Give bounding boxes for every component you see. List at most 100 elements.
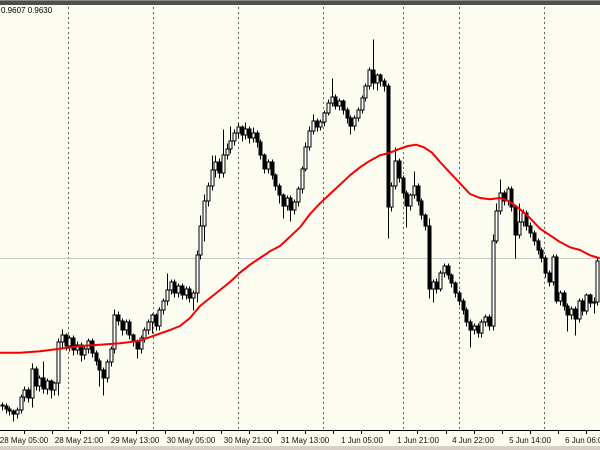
- candle: [198, 225, 203, 256]
- candle: [464, 309, 469, 323]
- candle: [4, 405, 9, 410]
- candle: [19, 396, 24, 411]
- candle: [494, 210, 499, 242]
- candle: [318, 121, 323, 128]
- candle: [273, 174, 278, 187]
- candle: [206, 185, 211, 202]
- time-axis[interactable]: 28 May 05:00 28 May 21:00 29 May 13:00 30 M…: [0, 430, 600, 446]
- candle: [67, 337, 72, 347]
- candle: [341, 100, 346, 111]
- candle: [165, 289, 170, 302]
- x-axis-label: 31 May 13:00: [281, 436, 330, 445]
- candle: [94, 352, 99, 362]
- candle: [401, 177, 406, 194]
- x-axis-label: 5 Jun 14:00: [509, 436, 551, 445]
- candle: [438, 272, 443, 290]
- candle: [288, 197, 293, 211]
- candle: [247, 128, 252, 139]
- candle: [258, 141, 263, 156]
- candle: [498, 192, 503, 212]
- candle: [326, 102, 331, 114]
- candle: [195, 254, 200, 294]
- candle: [404, 192, 409, 207]
- candle: [528, 225, 533, 234]
- candle: [472, 325, 477, 331]
- candle: [352, 117, 357, 127]
- candle: [127, 321, 132, 336]
- candle: [584, 294, 589, 312]
- candle: [457, 292, 462, 302]
- candle: [135, 341, 140, 350]
- candle: [213, 161, 218, 171]
- candle: [345, 109, 350, 119]
- candle: [554, 256, 559, 302]
- candle: [243, 128, 248, 136]
- candle: [434, 281, 439, 290]
- candle: [52, 382, 57, 391]
- candle: [595, 260, 600, 303]
- candle: [202, 200, 207, 227]
- candle: [419, 200, 424, 216]
- candle: [90, 340, 95, 354]
- candle: [180, 285, 185, 296]
- candle: [547, 272, 552, 283]
- candle: [187, 288, 192, 299]
- ma-line: [0, 143, 600, 354]
- x-axis-label: 1 Jun 05:00: [341, 436, 383, 445]
- candle: [210, 169, 215, 187]
- candle: [150, 314, 155, 323]
- candle: [116, 314, 121, 322]
- candle: [232, 132, 237, 142]
- candle: [386, 85, 391, 208]
- candle: [311, 120, 316, 132]
- candle: [120, 320, 125, 331]
- candle: [105, 361, 110, 379]
- candle: [479, 321, 484, 334]
- candle: [333, 96, 338, 107]
- candle: [109, 348, 114, 363]
- candle: [517, 221, 522, 236]
- x-axis-label: 29 May 13:00: [111, 436, 160, 445]
- candle: [225, 148, 230, 156]
- candle: [382, 80, 387, 87]
- candle: [588, 294, 593, 304]
- candle: [266, 161, 271, 170]
- candle: [389, 185, 394, 208]
- candle: [536, 240, 541, 251]
- candle: [191, 292, 196, 299]
- candle: [483, 316, 488, 323]
- candle: [446, 265, 451, 276]
- candle: [363, 85, 368, 99]
- candle: [56, 341, 61, 384]
- candle: [71, 337, 76, 351]
- candle: [524, 212, 529, 227]
- candle: [251, 132, 256, 139]
- candle: [416, 185, 421, 202]
- candle: [236, 126, 241, 134]
- candle: [307, 130, 312, 148]
- candle: [101, 369, 106, 379]
- candle: [26, 389, 31, 399]
- candle: [221, 154, 226, 174]
- candle: [356, 109, 361, 119]
- candle: [139, 337, 144, 350]
- candle: [573, 308, 578, 320]
- candle: [37, 377, 42, 387]
- candle: [255, 132, 260, 143]
- candle: [7, 408, 12, 412]
- x-axis-label: 1 Jun 21:00: [397, 436, 439, 445]
- candle: [270, 161, 275, 176]
- candle: [408, 194, 413, 207]
- candle: [15, 409, 20, 415]
- candle: [262, 154, 267, 170]
- candle: [22, 389, 27, 398]
- candle: [442, 265, 447, 274]
- candle: [303, 146, 308, 170]
- candle: [11, 410, 16, 415]
- candle: [30, 368, 35, 399]
- candle: [300, 168, 305, 190]
- candle: [360, 97, 365, 111]
- candle: [393, 160, 398, 187]
